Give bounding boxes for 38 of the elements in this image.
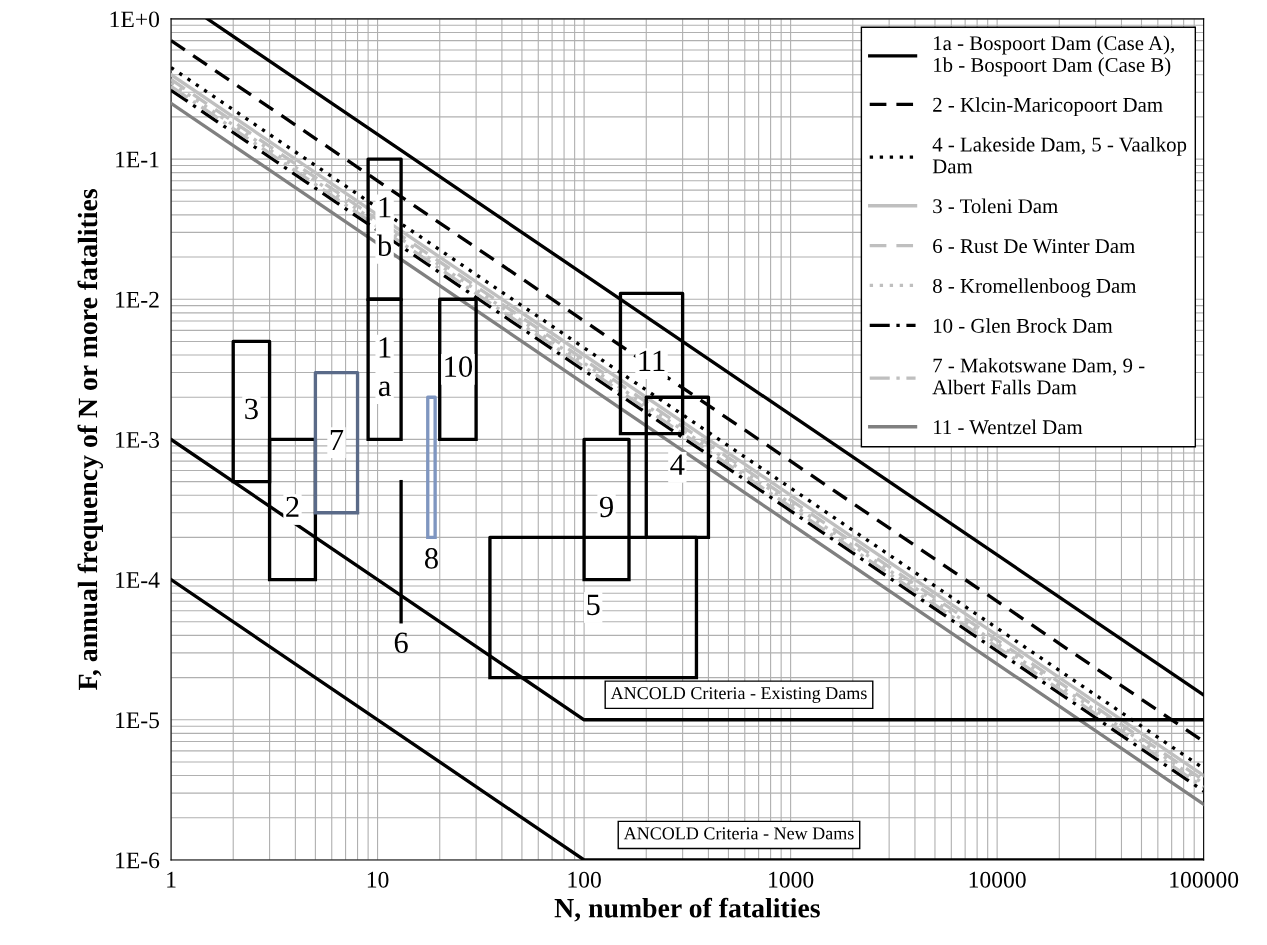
- y-tick-label: 1E-6: [116, 852, 160, 869]
- legend-label: 8 - Kromellenboog Dam: [933, 278, 1137, 298]
- annotation: 8: [424, 548, 438, 569]
- x-tick-label: 100: [568, 871, 601, 888]
- annotation: 10: [445, 356, 473, 377]
- legend-label: 4 - Lakeside Dam, 5 - Vaalkop Dam: [932, 136, 1187, 174]
- legend-label: 1a - Bospoort Dam (Case A), 1b - Bospoort Dam (Case B): [934, 35, 1174, 77]
- y-axis-title: F, annual frequency of N or more fatalities: [77, 189, 104, 690]
- annotation: ANCOLD Criteria - New Dams: [623, 827, 854, 840]
- annotation: 6: [394, 632, 408, 654]
- y-tick-label: 1E-5: [116, 712, 160, 729]
- y-tick-label: 1E-2: [116, 291, 159, 308]
- y-tick-label: 1E+0: [110, 11, 160, 28]
- legend-label: 2 - Klcin-Maricopoort Dam: [933, 97, 1163, 117]
- annotation: ANCOLD Criteria - Existing Dams: [610, 687, 867, 703]
- x-tick-label: 1000: [769, 871, 814, 888]
- legend-label: 11 - Wentzel Dam: [934, 419, 1083, 435]
- annotation: 1 b: [376, 197, 392, 256]
- y-tick-label: 1E-4: [116, 572, 160, 588]
- x-tick-label: 10000: [969, 871, 1026, 888]
- legend-label: 3 - Toleni Dam: [933, 198, 1058, 214]
- annotation: 4: [670, 454, 685, 475]
- legend-label: 6 - Rust De Winter Dam: [933, 239, 1135, 254]
- x-axis-title: N, number of fatalities: [554, 897, 820, 922]
- annotation: 2: [286, 496, 299, 517]
- legend-label: 7 - Makotswane Dam, 9 - Albert Falls Dam: [932, 357, 1145, 395]
- annotation: 7: [330, 429, 344, 450]
- y-tick-label: 1E-1: [116, 151, 159, 168]
- x-tick-label: 1: [167, 871, 176, 888]
- x-tick-label: 10: [367, 871, 389, 888]
- annotation: 5: [587, 594, 600, 616]
- legend-label: 10 - Glen Brock Dam: [934, 318, 1113, 333]
- annotation: 1 a: [378, 337, 391, 397]
- x-tick-label: 100000: [1170, 871, 1239, 888]
- annotation: 9: [599, 496, 613, 518]
- y-tick-label: 1E-3: [116, 431, 160, 448]
- annotation: 11: [639, 350, 665, 371]
- annotation: 3: [245, 398, 258, 420]
